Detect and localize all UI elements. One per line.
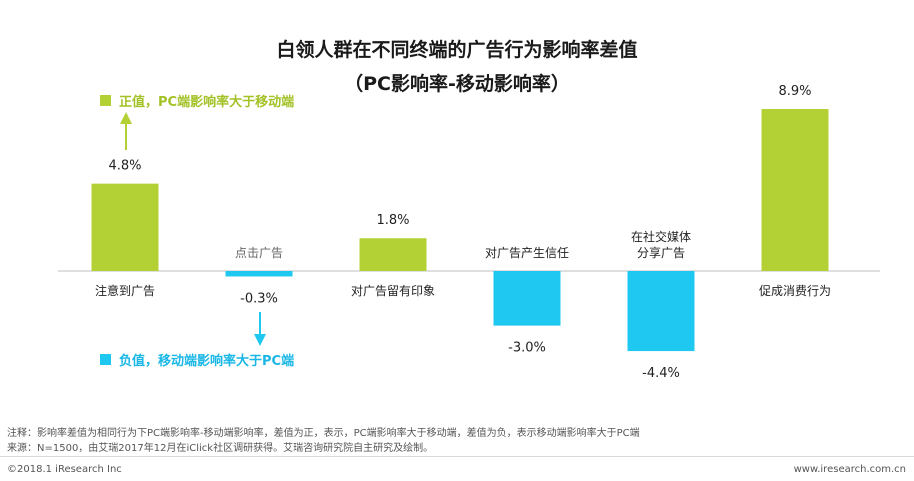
bar-3 [493,271,561,326]
bar-1 [225,271,293,277]
category-label-0: 注意到广告 [95,283,155,298]
bar-chart: 4.8% 注意到广告 -0.3% 点击广告 1.8% 对广告留有印象 -3.0% 对广告产生信… [58,84,880,381]
category-label-2: 对广告留有印象 [351,284,435,298]
value-label-4: -4.4% [642,366,680,381]
category-label-1: 点击广告 [235,246,283,260]
value-label-2: 1.8% [376,213,409,228]
category-label-3: 对广告产生信任 [485,246,569,260]
value-label-3: -3.0% [508,341,546,356]
footer-divider [0,456,914,457]
chart-note: 注释：影响率差值为相同行为下PC端影响率-移动端影响率，差值为正，表示，PC端影… [7,428,640,439]
legend-positive: 正值，PC端影响率大于移动端 [100,91,294,110]
legend-negative-swatch [100,354,111,365]
bar-4 [627,271,695,352]
value-label-0: 4.8% [108,159,141,174]
footer-website: www.iresearch.com.cn [793,464,906,475]
legend-negative: 负值，移动端影响率大于PC端 [100,350,294,369]
bar-0 [91,183,159,271]
category-label-4: 在社交媒体 [631,229,691,244]
legend-positive-swatch [100,95,111,106]
bar-5 [761,109,829,272]
bar-2 [359,238,427,271]
legend-negative-label: 负值，移动端影响率大于PC端 [119,354,295,369]
chart-source: 来源：N=1500，由艾瑞2017年12月在iClick社区调研获得。艾瑞咨询研… [7,443,434,454]
category-label-4: 分享广告 [637,245,685,260]
legend-positive-label: 正值，PC端影响率大于移动端 [119,95,295,110]
footer-copyright: ©2018.1 iResearch Inc [7,464,122,475]
value-label-5: 8.9% [778,84,811,99]
chart-title-line1: 白领人群在不同终端的广告行为影响率差值 [276,39,638,61]
value-label-1: -0.3% [240,291,278,306]
chart-title-line2: （PC影响率-移动影响率） [344,73,570,95]
category-label-5: 促成消费行为 [759,284,831,298]
